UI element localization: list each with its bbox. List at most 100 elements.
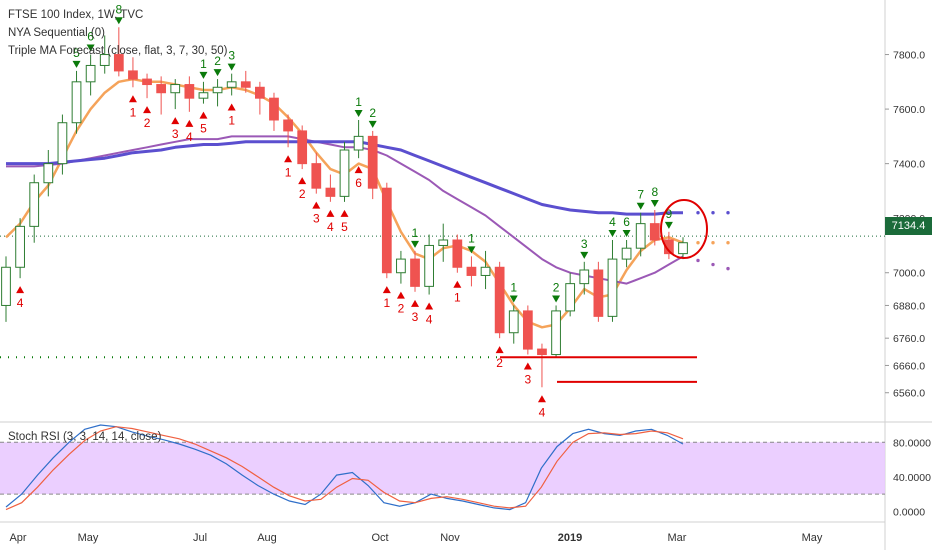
candle (1, 266, 11, 306)
candle (311, 163, 322, 189)
overbought-oversold-band (0, 442, 885, 495)
bull-marker-count: 2 (214, 54, 221, 68)
bear-marker-arrow (298, 177, 307, 185)
candle (99, 54, 110, 66)
candle (29, 182, 40, 227)
bear-marker-count: 1 (383, 296, 390, 310)
candle (424, 244, 434, 287)
candle (226, 81, 237, 88)
bull-marker-count: 4 (609, 215, 616, 229)
bear-marker-arrow (382, 286, 391, 294)
price-tick-label: 6660.0 (893, 360, 925, 372)
bear-marker-arrow (326, 209, 335, 217)
bear-marker-arrow (340, 209, 349, 217)
ma-forecast-dot (711, 241, 715, 245)
bear-marker-count: 5 (341, 220, 348, 234)
time-tick-label: Jul (193, 532, 207, 544)
bull-marker-arrow (608, 230, 617, 237)
candle (283, 119, 293, 132)
price-tick-label: 7800.0 (893, 50, 925, 62)
bull-marker-count: 8 (115, 2, 122, 16)
annotation-circle (660, 199, 708, 259)
candle (269, 97, 279, 121)
candle (43, 163, 54, 184)
candle (396, 258, 406, 274)
bull-marker-count: 1 (200, 57, 207, 71)
bear-marker-arrow (453, 280, 462, 288)
candle (664, 239, 674, 255)
bull-marker-arrow (580, 251, 589, 259)
bear-marker-count: 3 (412, 310, 419, 324)
bull-marker-arrow (72, 60, 81, 68)
candle (212, 86, 223, 94)
candle (607, 258, 618, 317)
bear-marker-count: 5 (200, 122, 207, 136)
bear-marker-count: 1 (454, 291, 461, 305)
bear-marker-count: 4 (539, 405, 546, 419)
bear-marker-count: 2 (496, 356, 503, 370)
stoch-overbought-band (0, 441, 885, 495)
candle (353, 135, 364, 151)
candle (438, 239, 449, 246)
bull-marker-count: 1 (468, 231, 475, 245)
bear-marker-arrow (284, 155, 293, 163)
ma-forecast-dot (711, 262, 715, 267)
bear-marker-count: 2 (144, 116, 151, 130)
candle (565, 283, 576, 312)
candle (522, 310, 533, 350)
bull-marker-count: 8 (651, 185, 658, 199)
bull-marker-arrow (368, 120, 377, 128)
bear-marker-arrow (396, 291, 405, 299)
candles (1, 27, 688, 388)
candle (71, 81, 82, 124)
candle (381, 187, 392, 274)
bear-marker-arrow (171, 117, 180, 125)
ma-forecast-dot (696, 211, 700, 215)
bull-marker-count: 7 (637, 188, 644, 202)
candle (410, 258, 420, 287)
candle (57, 122, 68, 165)
legend-indicator-sequential: NYA Sequential (0) (8, 27, 105, 39)
ma-forecast-dot (726, 241, 730, 245)
candle (325, 187, 336, 197)
candle (649, 223, 660, 241)
price-tick-label: 7400.0 (893, 159, 925, 171)
stoch-series-2 (5, 426, 684, 511)
candle (156, 84, 167, 94)
bull-marker-arrow (354, 110, 363, 117)
bear-marker-count: 4 (186, 130, 193, 144)
price-tick-label: 7000.0 (893, 268, 925, 280)
bear-marker-arrow (143, 106, 152, 114)
candle (621, 247, 632, 260)
bull-marker-count: 1 (355, 95, 362, 109)
bull-marker-arrow (467, 246, 476, 254)
bull-marker-arrow (552, 295, 561, 303)
bear-marker-arrow (312, 201, 321, 209)
bull-marker-count: 2 (553, 280, 560, 294)
ma-series-3 (6, 140, 683, 216)
candle (593, 269, 604, 317)
candle (551, 310, 561, 356)
ma-forecast-dot (726, 211, 730, 215)
bear-marker-count: 3 (313, 212, 320, 226)
bull-marker-arrow (650, 200, 659, 207)
stoch-tick-label: 0.0000 (893, 506, 925, 518)
candle (113, 54, 124, 72)
ma-forecast-dot (696, 258, 700, 263)
bull-marker-arrow (227, 63, 236, 71)
candle (537, 348, 547, 356)
bull-marker-arrow (509, 295, 518, 303)
bear-marker-count: 1 (228, 113, 235, 127)
candle (480, 266, 491, 276)
bear-marker-arrow (495, 346, 504, 354)
candle (128, 70, 138, 80)
candle (198, 92, 209, 99)
bull-marker-arrow (664, 221, 673, 229)
bull-marker-arrow (411, 240, 420, 248)
bear-marker-count: 3 (172, 127, 179, 141)
bull-marker-count: 6 (623, 215, 630, 229)
time-axis: Apr May Jul Aug Oct Nov 2019 Mar May (9, 532, 822, 544)
candle (142, 78, 152, 86)
